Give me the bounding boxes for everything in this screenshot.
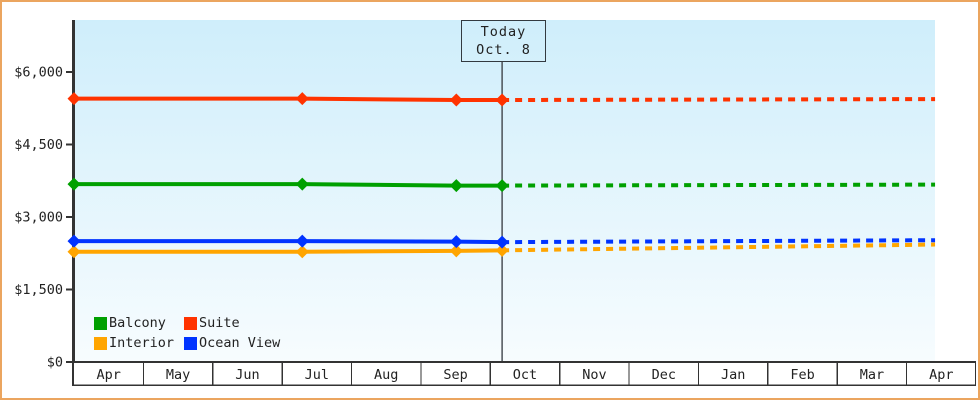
balcony-swatch-icon (94, 316, 107, 330)
series-line-history (74, 239, 503, 245)
series-marker (67, 234, 81, 248)
x-tick-label: Oct (513, 367, 537, 383)
legend-item-interior: Interior (94, 333, 184, 353)
series-marker (449, 179, 463, 193)
month-separator (836, 362, 838, 386)
month-band-right-border (974, 362, 976, 386)
y-axis-tick (66, 71, 73, 73)
legend-item-balcony: Balcony (94, 313, 184, 333)
today-line (501, 62, 503, 362)
y-axis-tick (66, 361, 73, 363)
series-marker (449, 235, 463, 249)
y-axis-label: $4,500 (14, 137, 63, 153)
legend-label-balcony: Balcony (109, 315, 166, 331)
x-tick-label: Aug (374, 367, 398, 383)
x-tick-label: May (166, 367, 190, 383)
series-marker (67, 245, 81, 259)
y-axis-line (72, 20, 75, 386)
series-marker (495, 235, 509, 249)
legend-label-ocean-view: Ocean View (199, 335, 281, 351)
legend-label-suite: Suite (199, 315, 240, 331)
series-marker (495, 243, 509, 257)
series-marker (495, 179, 509, 193)
x-tick-label: Jul (305, 367, 329, 383)
series-marker (295, 177, 309, 191)
series-marker (495, 93, 509, 107)
series-line-history (74, 248, 503, 254)
month-separator (420, 362, 422, 386)
legend-label-interior: Interior (109, 335, 175, 351)
interior-swatch-icon (94, 336, 107, 350)
x-tick-label: Jan (721, 367, 745, 383)
month-separator (906, 362, 908, 386)
y-axis-tick (66, 143, 73, 146)
series-marker (449, 93, 463, 107)
series-line-history (74, 96, 503, 103)
x-tick-label: Dec (652, 367, 676, 383)
series-marker (67, 92, 81, 106)
x-tick-label: Jun (235, 367, 259, 383)
series-marker (295, 92, 309, 106)
month-band-bottom-border (74, 384, 976, 386)
y-axis-label: $1,500 (14, 282, 63, 298)
legend-item-ocean-view: Ocean View (184, 333, 280, 353)
today-annotation-box: Today Oct. 8 (461, 20, 546, 62)
series-line-history (74, 182, 503, 188)
month-separator (697, 362, 700, 386)
series-marker (295, 245, 309, 259)
x-tick-label: Apr (929, 367, 953, 383)
y-axis-tick (66, 288, 73, 291)
month-band-top-border (74, 361, 976, 363)
month-separator (350, 362, 353, 386)
x-tick-label: Sep (443, 367, 467, 383)
y-axis-label: $3,000 (14, 210, 63, 226)
x-tick-label: Feb (790, 367, 814, 383)
legend-item-suite: Suite (184, 313, 280, 333)
month-separator (489, 362, 491, 386)
month-band (74, 362, 976, 386)
y-axis-tick (66, 216, 73, 218)
month-separator (142, 362, 144, 386)
x-tick-label: Mar (860, 367, 884, 383)
series-marker (67, 177, 81, 191)
legend: Balcony Suite Interior Ocean View (94, 313, 280, 353)
month-separator (281, 362, 283, 386)
series-marker (295, 234, 309, 248)
y-axis-label: $6,000 (14, 65, 63, 81)
today-label: Today (480, 24, 527, 40)
plot-area (74, 20, 935, 362)
month-separator (212, 362, 214, 386)
month-separator (628, 362, 630, 386)
x-tick-label: Nov (582, 367, 606, 383)
month-separator (559, 362, 561, 386)
series-marker (449, 244, 463, 258)
x-tick-label: Apr (96, 367, 120, 383)
y-axis-label: $0 (47, 355, 63, 371)
month-separator (767, 362, 769, 386)
today-date: Oct. 8 (476, 42, 531, 58)
suite-swatch-icon (184, 316, 197, 330)
ocean-view-swatch-icon (184, 336, 197, 350)
